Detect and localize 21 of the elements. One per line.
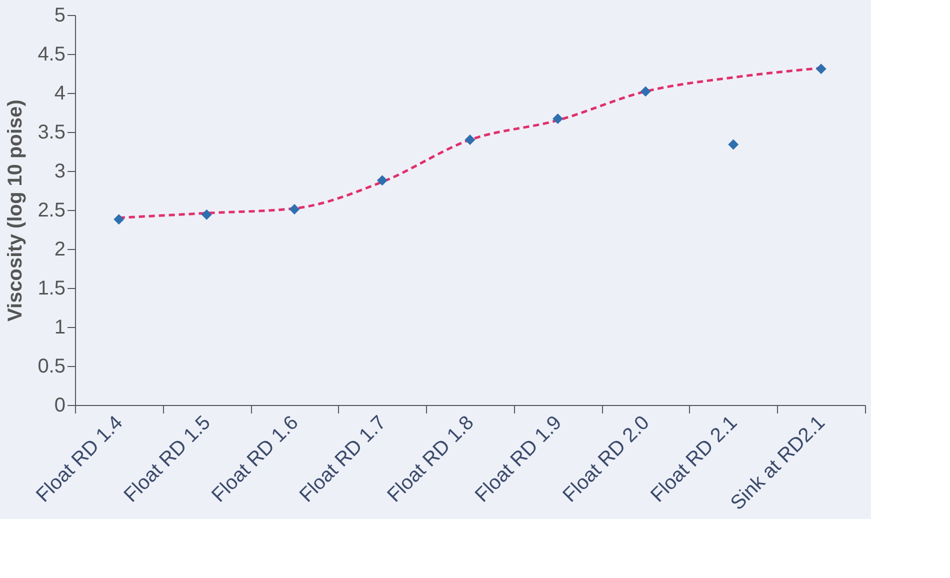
point	[376, 175, 388, 186]
point	[201, 209, 212, 220]
y-tick-label: 5	[54, 4, 66, 26]
point	[114, 214, 124, 225]
y-tick-label: 2.5	[38, 200, 66, 222]
y-tick-label: 0.5	[38, 356, 66, 378]
y-tick-label: 3	[54, 160, 66, 182]
y-tick-label: 4.5	[38, 44, 66, 66]
y-tick-label: 1	[54, 316, 66, 338]
point	[289, 204, 300, 214]
y-tick-label: 0	[54, 394, 66, 416]
y-axis-title: Viscosity (log 10 poise)	[4, 100, 27, 322]
y-tick-label: 1.5	[38, 278, 66, 300]
y-tick-label: 4	[54, 82, 66, 104]
point	[552, 113, 564, 124]
point	[640, 86, 651, 97]
point	[464, 134, 476, 146]
point	[728, 139, 739, 150]
y-tick-label: 3.5	[38, 122, 66, 144]
y-tick-label: 2	[54, 238, 66, 260]
point	[816, 64, 826, 74]
